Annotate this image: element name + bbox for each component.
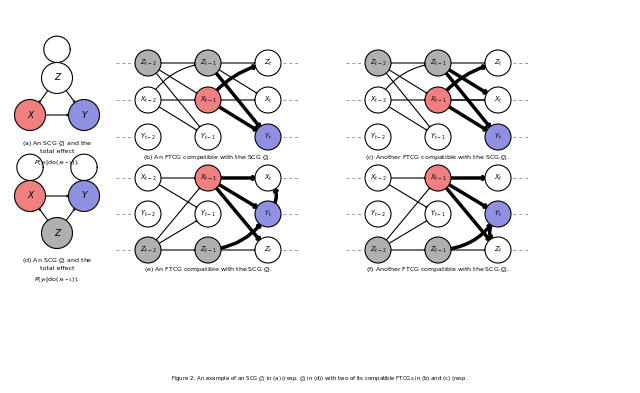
Circle shape	[42, 62, 72, 94]
Text: $Z_{t-1}$: $Z_{t-1}$	[200, 58, 216, 68]
Circle shape	[365, 124, 391, 150]
Circle shape	[365, 165, 391, 191]
Text: $Y_{t-2}$: $Y_{t-2}$	[370, 132, 386, 142]
Text: (f) Another FTCG compatible with the SCG $\mathcal{G}_2^s$.: (f) Another FTCG compatible with the SCG…	[366, 265, 510, 275]
Text: $X_{t-1}$: $X_{t-1}$	[429, 95, 447, 105]
Circle shape	[485, 165, 511, 191]
Text: $Y_{t-2}$: $Y_{t-2}$	[140, 132, 156, 142]
Text: $X_t$: $X_t$	[264, 95, 273, 105]
Text: $X_t$: $X_t$	[264, 173, 273, 183]
Text: $X_{t-1}$: $X_{t-1}$	[200, 173, 216, 183]
Text: $X_t$: $X_t$	[493, 173, 502, 183]
Text: Z: Z	[54, 228, 60, 237]
Circle shape	[365, 237, 391, 263]
Circle shape	[365, 87, 391, 113]
Circle shape	[68, 180, 99, 211]
Text: $Z_{t-1}$: $Z_{t-1}$	[429, 58, 446, 68]
Text: $Y_t$: $Y_t$	[494, 209, 502, 219]
Text: $Y_{t-2}$: $Y_{t-2}$	[370, 209, 386, 219]
Circle shape	[255, 165, 281, 191]
Text: total effect: total effect	[40, 266, 74, 271]
Text: $Z_{t-2}$: $Z_{t-2}$	[370, 58, 387, 68]
Text: (b) An FTCG compatible with the SCG $\mathcal{G}_1^s$.: (b) An FTCG compatible with the SCG $\ma…	[143, 153, 273, 163]
Circle shape	[135, 201, 161, 227]
Text: (a) An SCG $\mathcal{G}_1^s$ and the: (a) An SCG $\mathcal{G}_1^s$ and the	[22, 139, 92, 149]
Text: $P(y_t|\mathrm{do}(x_{t-1}))$.: $P(y_t|\mathrm{do}(x_{t-1}))$.	[34, 158, 80, 167]
Circle shape	[485, 201, 511, 227]
Circle shape	[255, 237, 281, 263]
Text: $Z_{t-2}$: $Z_{t-2}$	[370, 245, 387, 255]
Circle shape	[485, 124, 511, 150]
Circle shape	[135, 87, 161, 113]
Text: $Y_{t-1}$: $Y_{t-1}$	[430, 132, 446, 142]
Text: $Z_t$: $Z_t$	[264, 58, 272, 68]
Circle shape	[255, 87, 281, 113]
Text: $Y_{t-1}$: $Y_{t-1}$	[200, 209, 216, 219]
Text: Figure 2: An example of an SCG $\mathcal{G}_1^s$ in (a) (resp. $\mathcal{G}_2^s$: Figure 2: An example of an SCG $\mathcal…	[172, 374, 468, 384]
Circle shape	[195, 124, 221, 150]
Circle shape	[135, 124, 161, 150]
Text: $Y_{t-1}$: $Y_{t-1}$	[200, 132, 216, 142]
Circle shape	[425, 201, 451, 227]
Circle shape	[365, 201, 391, 227]
Text: $Z_{t-1}$: $Z_{t-1}$	[429, 245, 446, 255]
Text: $Z_{t-2}$: $Z_{t-2}$	[140, 245, 156, 255]
Circle shape	[195, 87, 221, 113]
Circle shape	[425, 237, 451, 263]
Circle shape	[425, 50, 451, 76]
Text: $Y_t$: $Y_t$	[264, 209, 272, 219]
Text: $Y_{t-2}$: $Y_{t-2}$	[140, 209, 156, 219]
Text: Y: Y	[81, 110, 87, 119]
Circle shape	[135, 50, 161, 76]
Circle shape	[485, 50, 511, 76]
Text: $P(y_t|\mathrm{do}(x_{t-1}))$.: $P(y_t|\mathrm{do}(x_{t-1}))$.	[34, 275, 80, 284]
Text: $X_{t-2}$: $X_{t-2}$	[369, 95, 387, 105]
Circle shape	[195, 201, 221, 227]
Text: $X_t$: $X_t$	[493, 95, 502, 105]
Text: $Y_t$: $Y_t$	[494, 132, 502, 142]
Circle shape	[195, 237, 221, 263]
Circle shape	[425, 165, 451, 191]
Circle shape	[42, 217, 72, 248]
Text: X: X	[27, 191, 33, 200]
Text: Z: Z	[54, 73, 60, 83]
Text: (d) An SCG $\mathcal{G}_2^s$ and the: (d) An SCG $\mathcal{G}_2^s$ and the	[22, 256, 92, 266]
Circle shape	[485, 237, 511, 263]
Circle shape	[255, 201, 281, 227]
Text: Y: Y	[81, 191, 87, 200]
Text: $X_{t-1}$: $X_{t-1}$	[200, 95, 216, 105]
Text: $X_{t-2}$: $X_{t-2}$	[369, 173, 387, 183]
Circle shape	[195, 165, 221, 191]
Text: $Z_{t-2}$: $Z_{t-2}$	[140, 58, 156, 68]
Circle shape	[425, 87, 451, 113]
Text: total effect: total effect	[40, 149, 74, 154]
Circle shape	[68, 99, 99, 130]
Text: $Y_t$: $Y_t$	[264, 132, 272, 142]
Text: $Z_{t-1}$: $Z_{t-1}$	[200, 245, 216, 255]
Circle shape	[365, 50, 391, 76]
Text: X: X	[27, 110, 33, 119]
Text: $X_{t-2}$: $X_{t-2}$	[140, 173, 156, 183]
Circle shape	[255, 50, 281, 76]
Text: $X_{t-1}$: $X_{t-1}$	[429, 173, 447, 183]
Circle shape	[425, 124, 451, 150]
Circle shape	[135, 237, 161, 263]
Circle shape	[135, 165, 161, 191]
Circle shape	[255, 124, 281, 150]
Text: (c) Another FTCG compatible with the SCG $\mathcal{G}_1^s$.: (c) Another FTCG compatible with the SCG…	[365, 153, 511, 163]
Text: $X_{t-2}$: $X_{t-2}$	[140, 95, 156, 105]
Text: (e) An FTCG compatible with the SCG $\mathcal{G}_2^s$.: (e) An FTCG compatible with the SCG $\ma…	[143, 265, 273, 275]
Text: $Z_t$: $Z_t$	[493, 58, 502, 68]
Text: $Y_{t-1}$: $Y_{t-1}$	[430, 209, 446, 219]
Circle shape	[15, 99, 45, 130]
Circle shape	[485, 87, 511, 113]
Circle shape	[195, 50, 221, 76]
Text: $Z_t$: $Z_t$	[493, 245, 502, 255]
Circle shape	[15, 180, 45, 211]
Text: $Z_t$: $Z_t$	[264, 245, 272, 255]
